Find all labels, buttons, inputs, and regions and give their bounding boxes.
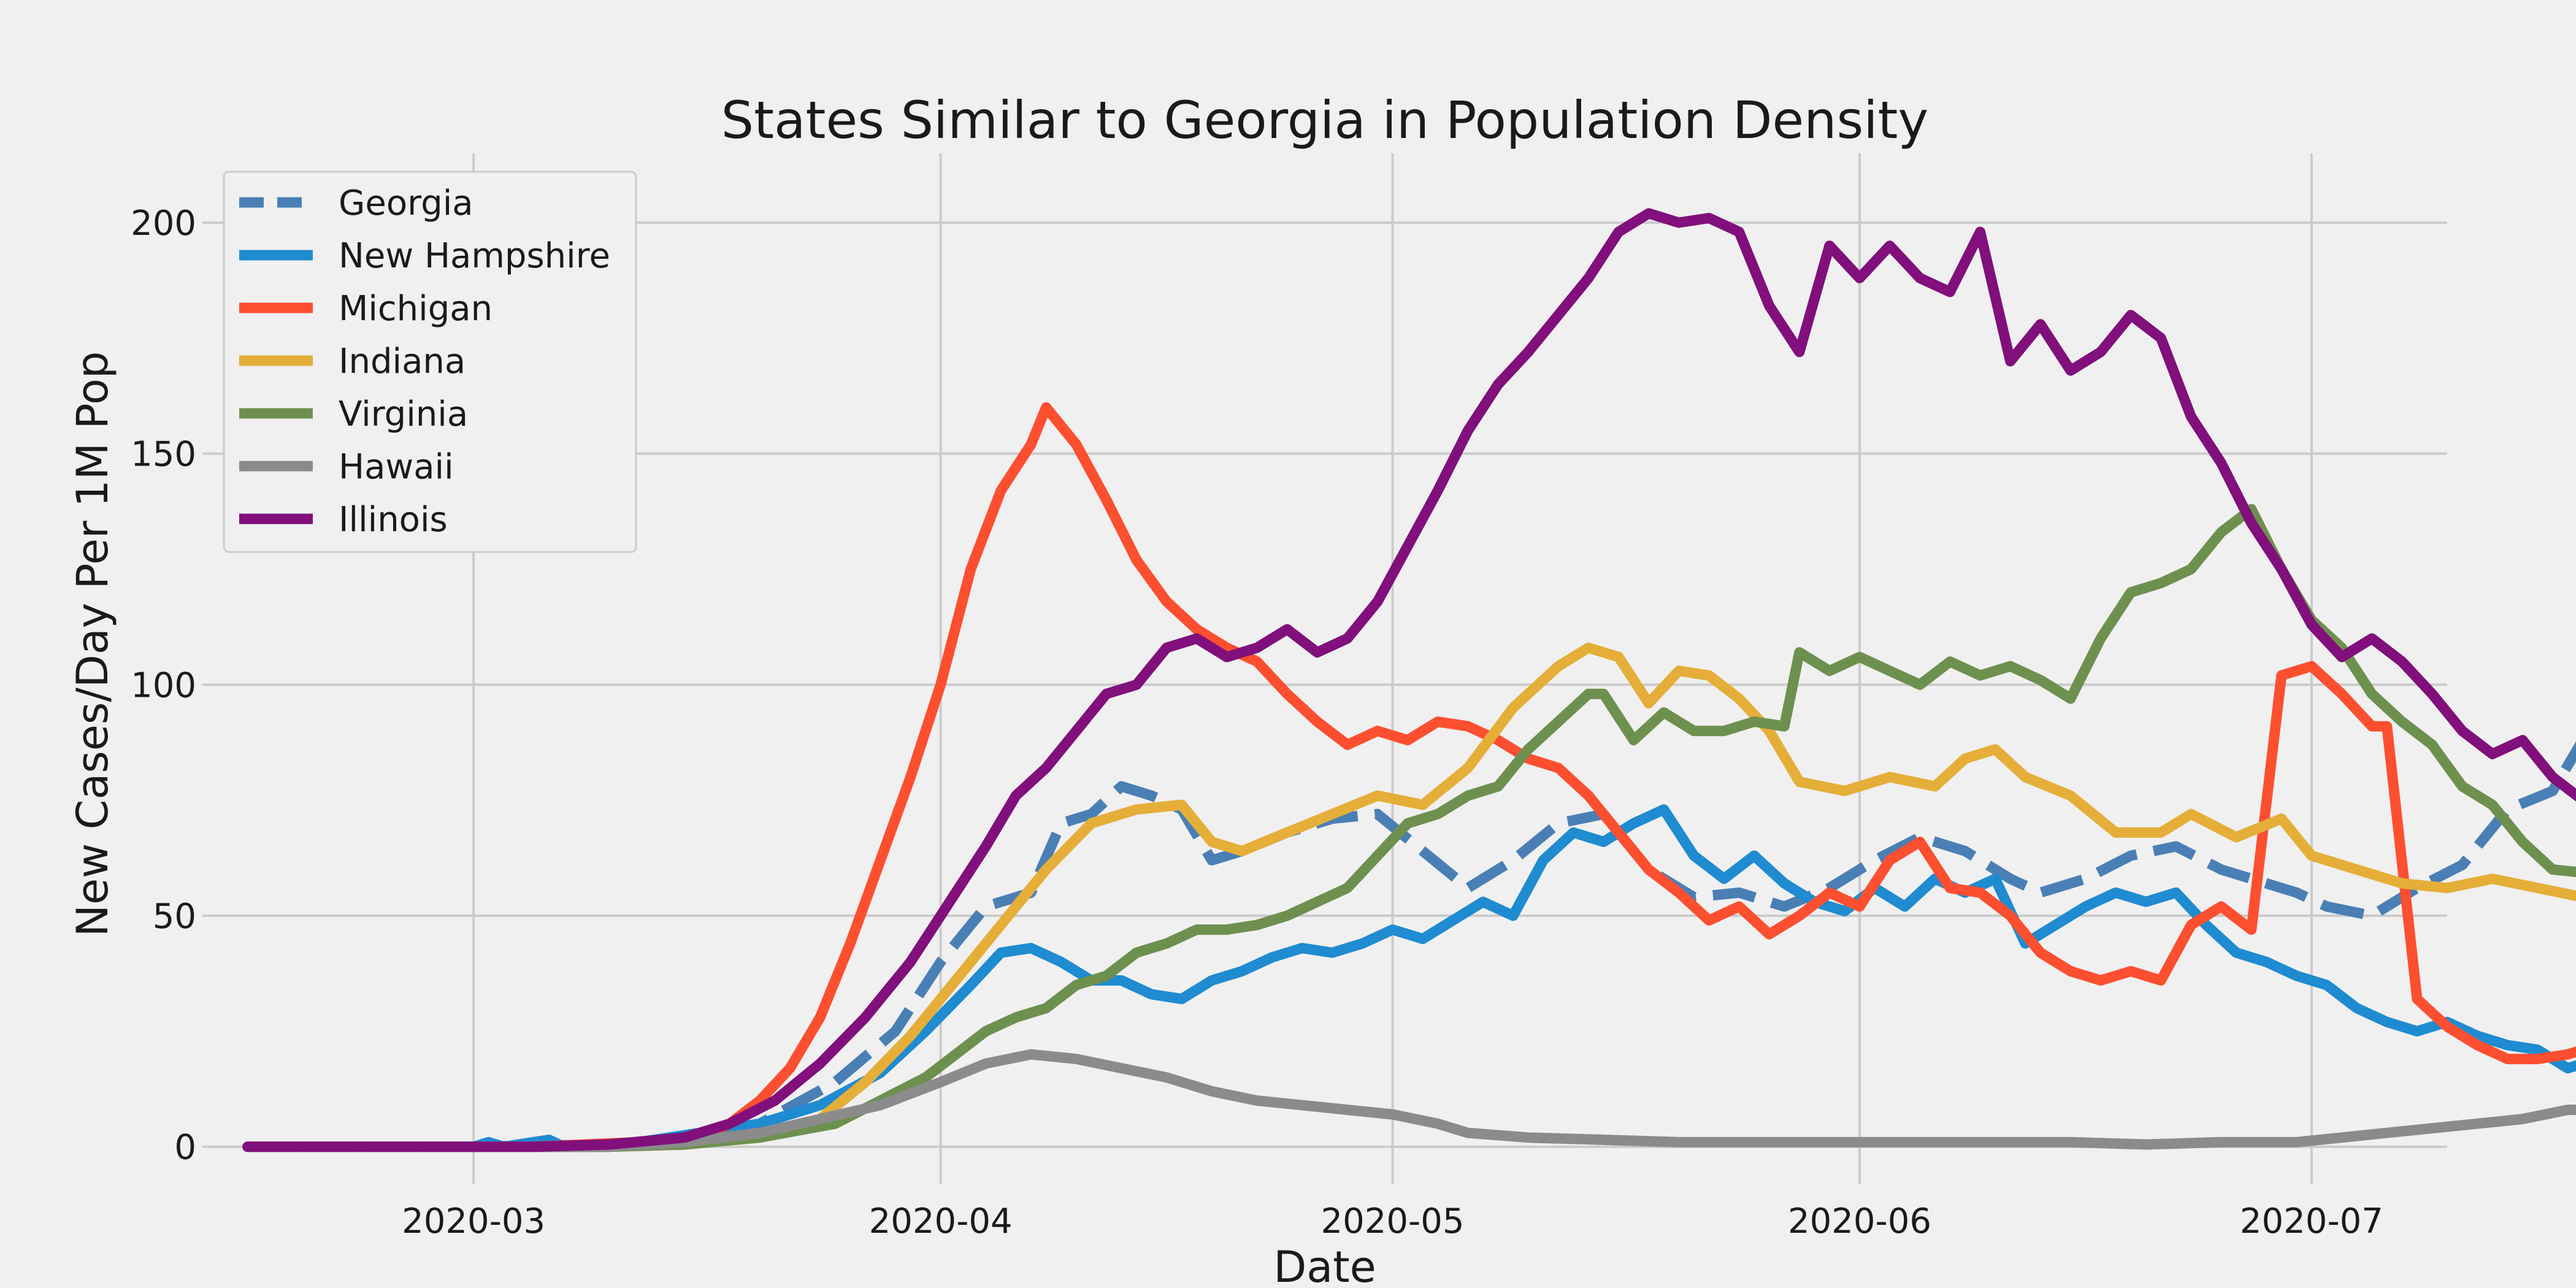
legend-label: Hawaii — [339, 447, 454, 487]
legend: Georgia New Hampshire Michigan Indiana Virgi… — [223, 171, 637, 553]
y-tick-label: 50 — [153, 897, 196, 937]
x-axis-ticks: 2020-03 2020-04 2020-05 2020-06 2020-07 — [402, 1202, 2383, 1241]
x-tick-label: 2020-05 — [1321, 1202, 1465, 1241]
legend-label: Indiana — [339, 342, 466, 381]
y-tick-label: 0 — [174, 1128, 196, 1168]
series-line-virginia — [242, 504, 2576, 1152]
legend-label: Michigan — [339, 289, 493, 329]
y-tick-label: 150 — [131, 435, 196, 475]
x-tick-label: 2020-04 — [869, 1202, 1013, 1241]
legend-label: New Hampshire — [339, 236, 610, 276]
legend-label: Virginia — [339, 394, 468, 434]
series-lines — [242, 208, 2576, 1152]
y-tick-label: 200 — [131, 204, 196, 243]
legend-label: Illinois — [339, 500, 448, 540]
y-axis-ticks: 0 50 100 150 200 — [131, 204, 196, 1168]
series-line-illinois — [242, 208, 2576, 1152]
legend-box — [223, 171, 637, 553]
chart-title: States Similar to Georgia in Population … — [721, 90, 1928, 150]
y-axis-label: New Cases/Day Per 1M Pop — [67, 351, 118, 937]
series-line-hawaii — [242, 1049, 2576, 1152]
legend-label: Georgia — [339, 183, 473, 223]
x-axis-label: Date — [1273, 1242, 1376, 1288]
x-tick-label: 2020-03 — [402, 1202, 545, 1241]
series-line-indiana — [242, 642, 2576, 1152]
series-line-michigan — [242, 402, 2576, 1152]
y-tick-label: 100 — [131, 665, 196, 705]
x-tick-label: 2020-06 — [1788, 1202, 1931, 1241]
x-tick-label: 2020-07 — [2240, 1202, 2383, 1241]
